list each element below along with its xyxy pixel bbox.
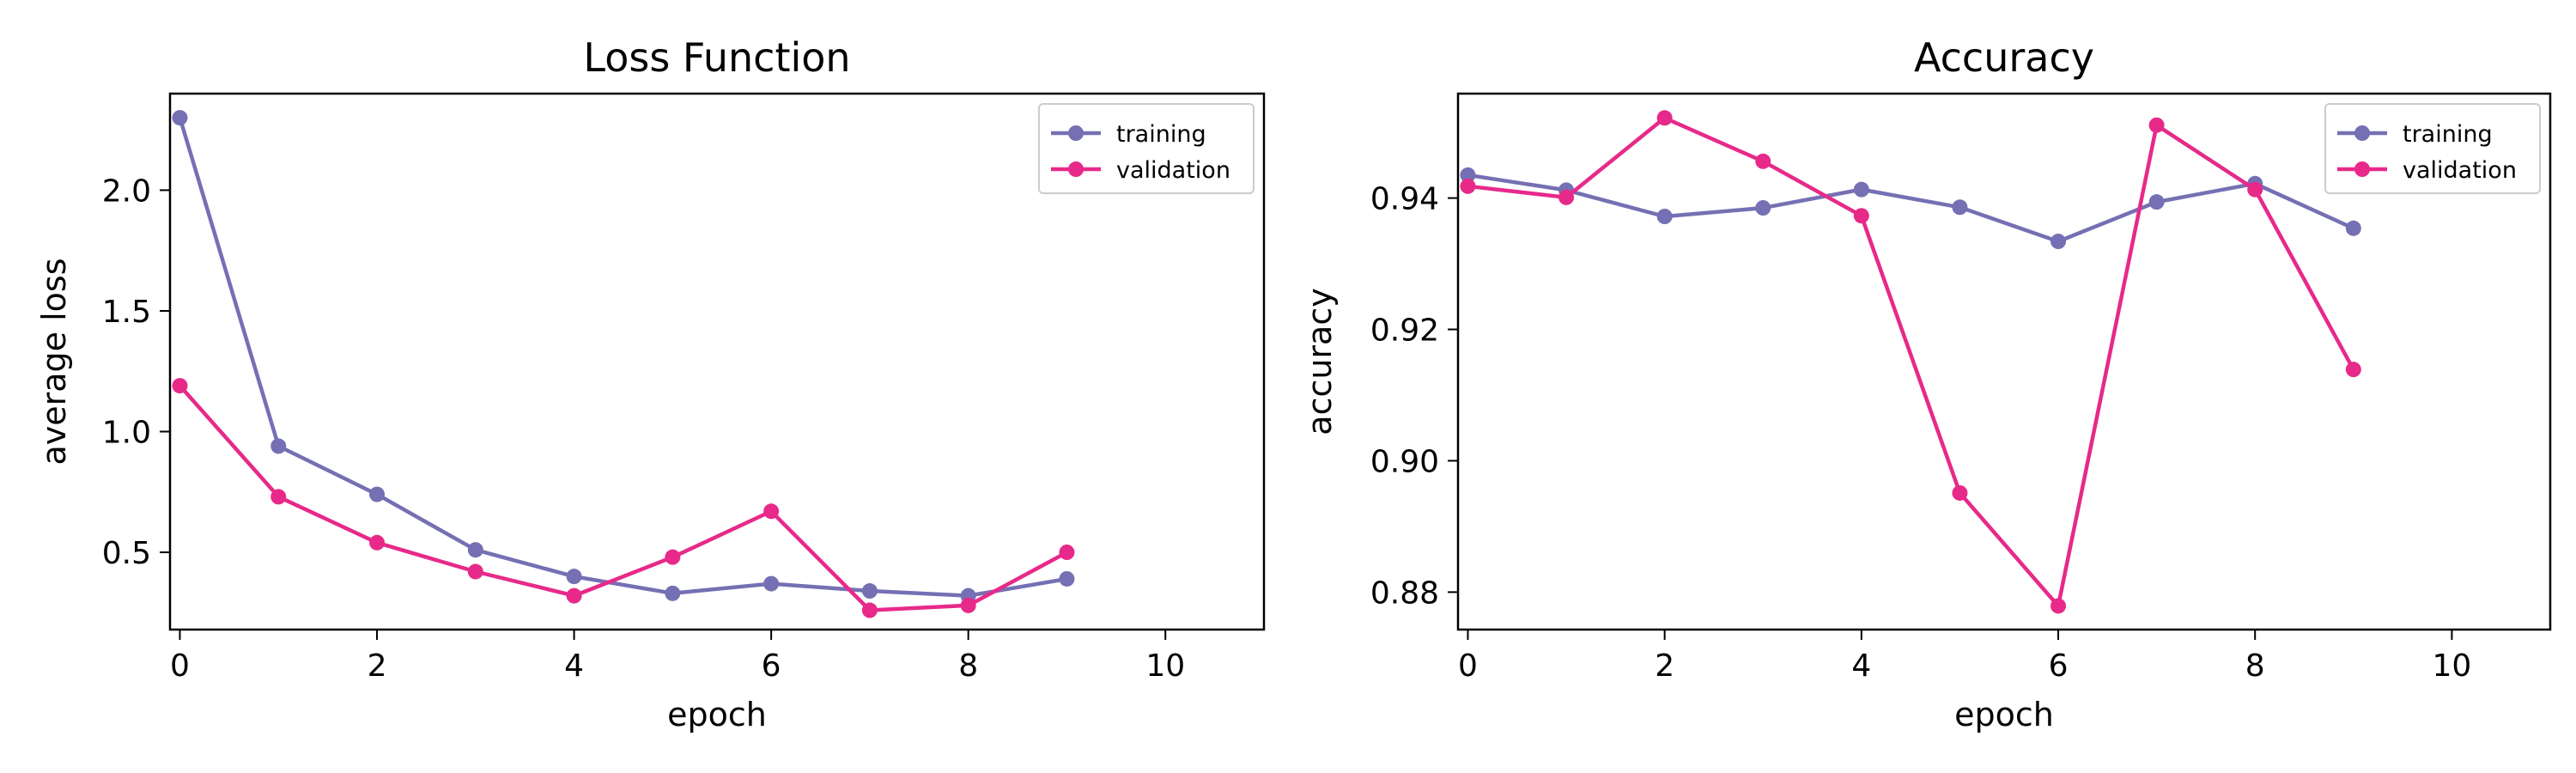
data-point-validation — [566, 587, 582, 604]
data-point-validation — [369, 534, 386, 551]
chart-title: Loss Function — [583, 34, 850, 81]
data-point-training — [1755, 200, 1771, 216]
data-point-validation — [665, 549, 681, 565]
data-point-training — [467, 542, 483, 558]
x-tick-label: 0 — [1458, 648, 1478, 684]
data-point-validation — [172, 378, 188, 394]
data-point-validation — [1853, 208, 1869, 224]
data-point-training — [1460, 167, 1476, 183]
chart-panel-1: Loss Function 0 2 4 6 8 10 0.5 1.0 1.5 2.0 epoch ave… — [35, 34, 1266, 733]
y-tick-label: 0.94 — [1370, 182, 1439, 217]
legend-marker-training — [2354, 125, 2370, 141]
chart-title: Accuracy — [1914, 34, 2094, 81]
legend-marker-validation — [1068, 161, 1084, 177]
plot-frame — [168, 92, 1266, 631]
data-point-validation — [1059, 545, 1075, 561]
data-point-validation — [960, 597, 976, 613]
legend-label-training: training — [2403, 121, 2493, 148]
data-point-training — [2148, 194, 2165, 210]
data-point-validation — [2345, 362, 2361, 378]
y-tick-label: 0.5 — [102, 536, 151, 571]
y-tick-label: 0.88 — [1370, 575, 1439, 611]
legend: training validation — [2324, 103, 2541, 194]
plot-frame — [1456, 92, 2552, 631]
x-tick-label: 4 — [564, 648, 584, 684]
legend: training validation — [1038, 103, 1255, 194]
data-point-training — [665, 585, 681, 601]
x-tick-label: 8 — [2245, 648, 2265, 684]
legend-marker-training — [1068, 125, 1084, 141]
x-tick-label: 8 — [958, 648, 978, 684]
data-point-training — [861, 583, 878, 600]
x-tick-label: 6 — [2049, 648, 2069, 684]
data-point-validation — [1460, 178, 1476, 194]
data-point-training — [1853, 181, 1869, 198]
data-point-validation — [1656, 110, 1673, 126]
x-tick-label: 10 — [1145, 648, 1185, 684]
x-tick-label: 2 — [368, 648, 387, 684]
data-point-validation — [467, 563, 483, 580]
data-point-validation — [2050, 598, 2067, 614]
y-tick-label: 1.5 — [102, 295, 151, 330]
data-point-training — [369, 486, 386, 502]
data-point-training — [270, 438, 287, 454]
data-point-validation — [2247, 181, 2263, 198]
legend-label-validation: validation — [1116, 157, 1230, 184]
x-tick-label: 4 — [1851, 648, 1871, 684]
data-point-validation — [270, 489, 287, 505]
legend-label-training: training — [1116, 121, 1206, 148]
data-point-training — [2345, 220, 2361, 236]
legend-marker-validation — [2354, 161, 2370, 177]
y-axis-label: average loss — [35, 258, 73, 465]
series-line-validation — [178, 384, 1068, 612]
data-point-validation — [1755, 153, 1771, 169]
data-point-training — [1656, 209, 1673, 224]
data-point-training — [2050, 234, 2067, 250]
data-point-validation — [861, 602, 878, 618]
series-line-validation — [1467, 116, 2355, 608]
y-axis-label: accuracy — [1301, 288, 1339, 435]
data-point-validation — [1952, 484, 1968, 501]
x-tick-label: 6 — [762, 648, 781, 684]
x-tick-label: 0 — [170, 648, 190, 684]
y-tick-label: 0.92 — [1370, 313, 1439, 349]
data-point-training — [763, 575, 780, 592]
series-line-training — [1467, 173, 2354, 244]
data-point-validation — [763, 503, 780, 520]
data-point-training — [566, 569, 582, 585]
y-tick-label: 1.0 — [102, 416, 151, 451]
x-tick-label: 2 — [1655, 648, 1674, 684]
chart-panel-2: Accuracy 0 2 4 6 8 10 0.88 0.90 0.92 0.94 epoch accu… — [1301, 34, 2552, 733]
y-tick-label: 2.0 — [102, 173, 151, 209]
data-point-training — [172, 110, 188, 126]
data-point-validation — [1558, 189, 1575, 205]
data-point-validation — [2148, 117, 2165, 133]
x-axis-label: epoch — [1954, 696, 2054, 733]
x-axis-label: epoch — [667, 696, 767, 733]
data-point-training — [1059, 570, 1075, 587]
y-tick-label: 0.90 — [1370, 444, 1439, 479]
legend-label-validation: validation — [2403, 157, 2517, 184]
x-tick-label: 10 — [2432, 648, 2471, 684]
series-line-training — [178, 117, 1067, 598]
data-point-training — [1952, 199, 1968, 216]
